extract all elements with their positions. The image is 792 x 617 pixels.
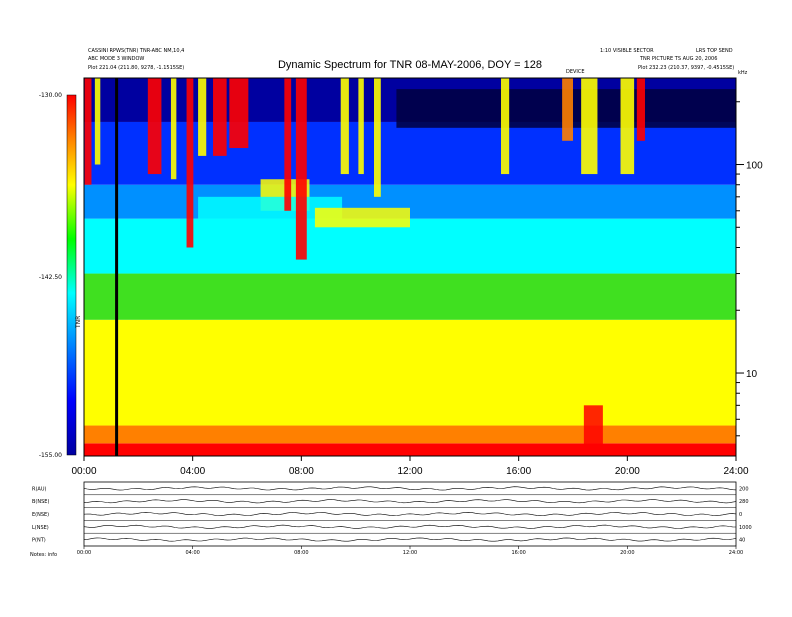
header-top-right-1: 1:10 VISIBLE SECTOR [600,48,654,54]
header-top-left-2: ABC MODE 3 WINDOW [88,56,144,62]
y-tick-label-100: 100 [746,161,763,172]
colorbar-bottom-label: -155.00 [39,452,62,459]
spectrum-burst-2 [147,78,162,175]
hk-x-tick-label: 08:00 [294,550,308,556]
chart-title: Dynamic Spectrum for TNR 08-MAY-2006, DO… [278,59,542,71]
header-mid-tag: DEVICE [566,69,585,75]
header-top-right-3: TNR PICTURE TS AUG 20, 2006 [639,56,717,62]
spectrum-burst-14 [562,78,573,141]
spectrum-band-0 [84,443,736,456]
hk-series-right-label: 1000 [739,525,752,531]
hk-x-tick-label: 04:00 [185,550,199,556]
hk-series-line-3 [83,524,737,529]
header-top-right-4: Plot 232.23 (210.37, 9397, -0.4515SE) [638,65,734,71]
hk-series-line-2 [83,511,737,517]
spectrum-band-1 [84,425,736,444]
x-tick-label: 00:00 [71,466,96,477]
hk-series-label: B(NSE) [32,499,49,505]
spectrum-burst-15 [581,78,598,175]
spectrogram-plot [84,78,736,456]
x-tick-label: 12:00 [397,466,422,477]
y-unit-label: kHz [738,70,748,76]
hk-x-tick-label: 00:00 [77,550,91,556]
colorbar-unit-label: TNR [75,316,82,329]
hk-series-line-4 [83,537,737,542]
colorbar [66,94,77,456]
frequency-axis: 100 10 kHz [736,70,763,437]
spectrum-burst-16 [620,78,635,175]
x-tick-label: 20:00 [615,466,640,477]
hk-x-tick-label: 12:00 [403,550,417,556]
spectrum-burst-11 [358,78,364,175]
spectrum-patch-4 [583,405,603,452]
time-axis: 00:00 04:00 08:00 12:00 16:00 20:00 24:00 [71,456,749,477]
data-gap-line [115,78,119,456]
hk-series-label: L(NSE) [32,525,49,531]
hk-series-right-label: 0 [739,512,742,518]
spectrum-burst-8 [284,78,292,211]
spectrum-burst-12 [374,78,381,197]
hk-series-label: P(NT) [32,538,46,544]
spectrum-burst-4 [186,78,194,248]
x-tick-label: 24:00 [723,466,748,477]
y-tick-label-10: 10 [746,369,758,380]
hk-series-label: E(NSE) [32,512,49,518]
hk-x-tick-label: 24:00 [729,550,743,556]
spectrum-patch-2 [314,207,410,228]
spectrum-burst-10 [340,78,349,175]
hk-series-right-label: 200 [739,486,749,492]
x-tick-label: 04:00 [180,466,205,477]
hk-series-line-1 [83,499,737,504]
hk-footer-label: Notes: info [30,552,57,558]
hk-x-tick-label: 20:00 [620,550,634,556]
hk-x-tick-label: 16:00 [511,550,525,556]
spectrum-burst-17 [636,78,645,141]
x-tick-label: 08:00 [289,466,314,477]
spectrum-band-3 [84,273,736,320]
header-top-left-1: CASSINI RPWS(TNR) TNR-ABC NM,10,4 [88,48,184,54]
colorbar-top-label: -130.00 [39,92,62,99]
header-top-left-3: Plot 221.04 (211.80, 9278, -1.1515SE) [88,65,184,71]
x-tick-label: 16:00 [506,466,531,477]
hk-series-line-0 [83,486,737,491]
spectrum-burst-5 [198,78,207,156]
spectrum-burst-0 [84,78,92,185]
spectrum-burst-7 [229,78,249,149]
hk-series-label: R(AU) [32,486,47,492]
colorbar-mid-label: -142.50 [39,274,62,281]
hk-series-right-label: 280 [739,499,749,505]
spectrum-band-2 [84,319,736,426]
hk-series-right-label: 40 [739,538,745,544]
spectrum-burst-3 [170,78,177,180]
spectrum-burst-6 [213,78,227,156]
spectrum-burst-13 [501,78,510,175]
housekeeping-panel: R(AU) 200 B(NSE) 280 E(NSE) 0 L(NSE) 1000 P(NT) 4… [30,481,752,558]
spectrum-burst-9 [295,78,307,260]
spectrum-burst-1 [94,78,101,165]
header-top-right-2: LRS TOP SEND [696,48,733,54]
